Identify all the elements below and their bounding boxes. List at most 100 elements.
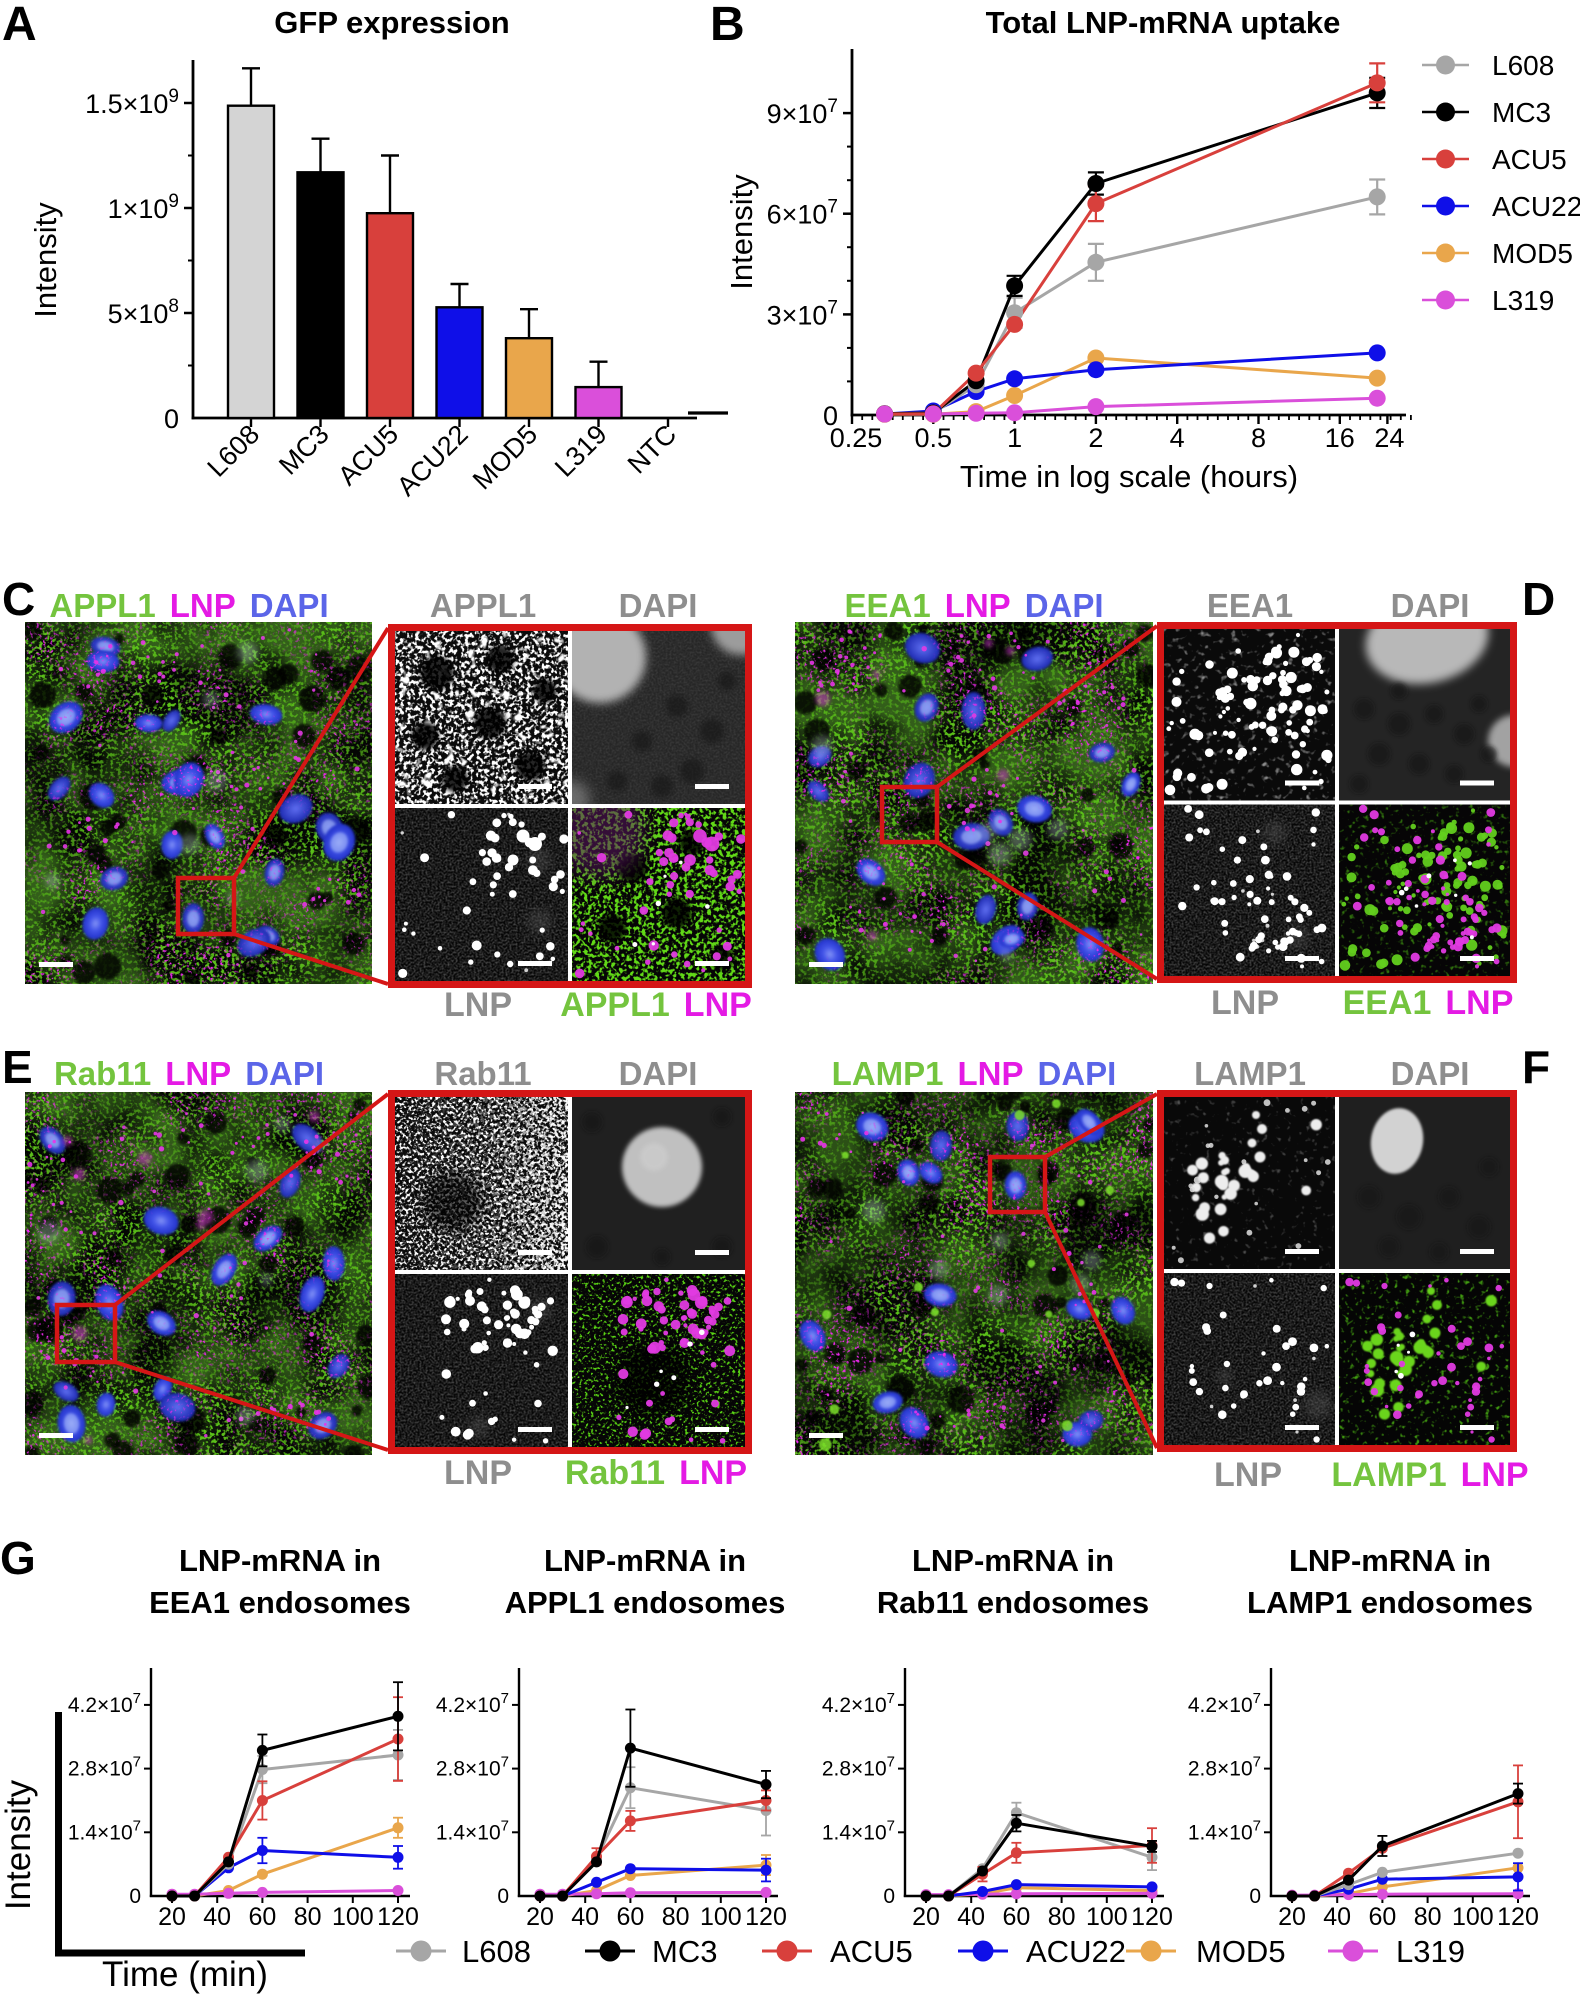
svg-text:6×107: 6×107 [767, 197, 838, 230]
svg-text:GFP expression: GFP expression [274, 5, 509, 40]
svg-text:0: 0 [164, 404, 179, 434]
svg-text:Intensity: Intensity [0, 1779, 38, 1910]
svg-text:LNP-mRNA in: LNP-mRNA in [1289, 1543, 1491, 1578]
svg-text:DAPI: DAPI [1391, 1055, 1470, 1092]
svg-text:MC3: MC3 [1492, 97, 1551, 128]
svg-text:0.5: 0.5 [915, 423, 953, 453]
svg-text:80: 80 [1414, 1903, 1442, 1931]
svg-text:60: 60 [616, 1903, 644, 1931]
svg-text:80: 80 [294, 1903, 322, 1931]
svg-text:L319: L319 [1396, 1934, 1465, 1969]
svg-text:DAPI: DAPI [1391, 587, 1470, 624]
svg-text:Time in log scale (hours): Time in log scale (hours) [960, 459, 1298, 494]
svg-text:1×109: 1×109 [108, 191, 179, 224]
svg-text:DAPI: DAPI [619, 587, 698, 624]
svg-text:3×107: 3×107 [767, 297, 838, 330]
svg-text:0.25: 0.25 [830, 423, 883, 453]
svg-text:20: 20 [1278, 1903, 1306, 1931]
svg-text:4.2×107: 4.2×107 [1188, 1690, 1261, 1717]
svg-text:0: 0 [883, 1885, 895, 1908]
svg-text:120: 120 [1497, 1903, 1539, 1931]
svg-text:120: 120 [377, 1903, 419, 1931]
svg-text:LNP: LNP [444, 986, 512, 1024]
svg-text:5×108: 5×108 [108, 296, 179, 329]
svg-text:100: 100 [1086, 1903, 1128, 1931]
svg-text:1.4×107: 1.4×107 [822, 1817, 895, 1844]
svg-text:E: E [2, 1041, 33, 1093]
svg-text:LAMP1 endosomes: LAMP1 endosomes [1247, 1585, 1533, 1620]
svg-text:ACU5: ACU5 [1492, 144, 1567, 175]
svg-text:1.4×107: 1.4×107 [436, 1817, 509, 1844]
svg-text:B: B [710, 0, 745, 51]
svg-text:Rab11 endosomes: Rab11 endosomes [877, 1585, 1149, 1620]
svg-text:60: 60 [1002, 1903, 1030, 1931]
svg-text:80: 80 [662, 1903, 690, 1931]
svg-text:LNP-mRNA in: LNP-mRNA in [544, 1543, 746, 1578]
svg-text:16: 16 [1325, 423, 1355, 453]
svg-text:LNP: LNP [444, 1454, 512, 1492]
svg-text:40: 40 [571, 1903, 599, 1931]
svg-text:G: G [0, 1532, 36, 1584]
svg-text:40: 40 [203, 1903, 231, 1931]
svg-text:40: 40 [957, 1903, 985, 1931]
svg-text:Total LNP-mRNA uptake: Total LNP-mRNA uptake [986, 5, 1341, 40]
svg-text:ACU22: ACU22 [1492, 191, 1580, 222]
svg-text:2.8×107: 2.8×107 [1188, 1754, 1261, 1781]
svg-text:60: 60 [248, 1903, 276, 1931]
svg-text:F: F [1522, 1041, 1550, 1093]
svg-text:1.4×107: 1.4×107 [68, 1817, 141, 1844]
svg-text:4: 4 [1170, 423, 1185, 453]
svg-text:100: 100 [332, 1903, 374, 1931]
svg-text:60: 60 [1368, 1903, 1396, 1931]
svg-text:APPL1 endosomes: APPL1 endosomes [505, 1585, 786, 1620]
svg-text:APPL1: APPL1 [430, 587, 536, 624]
svg-text:L608: L608 [462, 1934, 531, 1969]
svg-text:LNP: LNP [1211, 984, 1279, 1022]
svg-text:EEA1: EEA1 [1207, 587, 1293, 624]
svg-text:120: 120 [745, 1903, 787, 1931]
svg-text:0: 0 [497, 1885, 509, 1908]
svg-text:ACU22: ACU22 [1026, 1934, 1126, 1969]
svg-text:0: 0 [1249, 1885, 1261, 1908]
svg-text:20: 20 [526, 1903, 554, 1931]
svg-text:EEA1 endosomes: EEA1 endosomes [149, 1585, 411, 1620]
svg-text:L319: L319 [1492, 285, 1554, 316]
svg-text:LNP: LNP [1214, 1456, 1282, 1494]
svg-text:L608: L608 [1492, 50, 1554, 81]
svg-text:1.5×109: 1.5×109 [85, 86, 179, 119]
svg-text:Rab11: Rab11 [434, 1055, 531, 1092]
svg-text:100: 100 [700, 1903, 742, 1931]
svg-text:9×107: 9×107 [767, 96, 838, 129]
svg-text:24: 24 [1374, 423, 1404, 453]
svg-text:4.2×107: 4.2×107 [436, 1690, 509, 1717]
svg-text:100: 100 [1452, 1903, 1494, 1931]
svg-text:ACU5: ACU5 [830, 1934, 913, 1969]
svg-text:C: C [2, 573, 35, 625]
svg-text:8: 8 [1251, 423, 1266, 453]
svg-text:20: 20 [158, 1903, 186, 1931]
svg-text:0: 0 [129, 1885, 141, 1908]
svg-text:1: 1 [1007, 423, 1022, 453]
svg-text:2: 2 [1088, 423, 1103, 453]
svg-text:4.2×107: 4.2×107 [68, 1690, 141, 1717]
svg-text:DAPI: DAPI [619, 1055, 698, 1092]
svg-text:0: 0 [823, 401, 838, 431]
svg-text:MOD5: MOD5 [1492, 238, 1573, 269]
svg-text:LAMP1: LAMP1 [1194, 1055, 1306, 1092]
svg-text:2.8×107: 2.8×107 [68, 1754, 141, 1781]
svg-text:80: 80 [1048, 1903, 1076, 1931]
svg-text:LNP-mRNA in: LNP-mRNA in [912, 1543, 1114, 1578]
svg-text:2.8×107: 2.8×107 [822, 1754, 895, 1781]
svg-text:20: 20 [912, 1903, 940, 1931]
svg-text:120: 120 [1131, 1903, 1173, 1931]
svg-text:MC3: MC3 [652, 1934, 717, 1969]
svg-text:LNP-mRNA in: LNP-mRNA in [179, 1543, 381, 1578]
svg-text:D: D [1522, 573, 1555, 625]
svg-text:MOD5: MOD5 [1196, 1934, 1286, 1969]
